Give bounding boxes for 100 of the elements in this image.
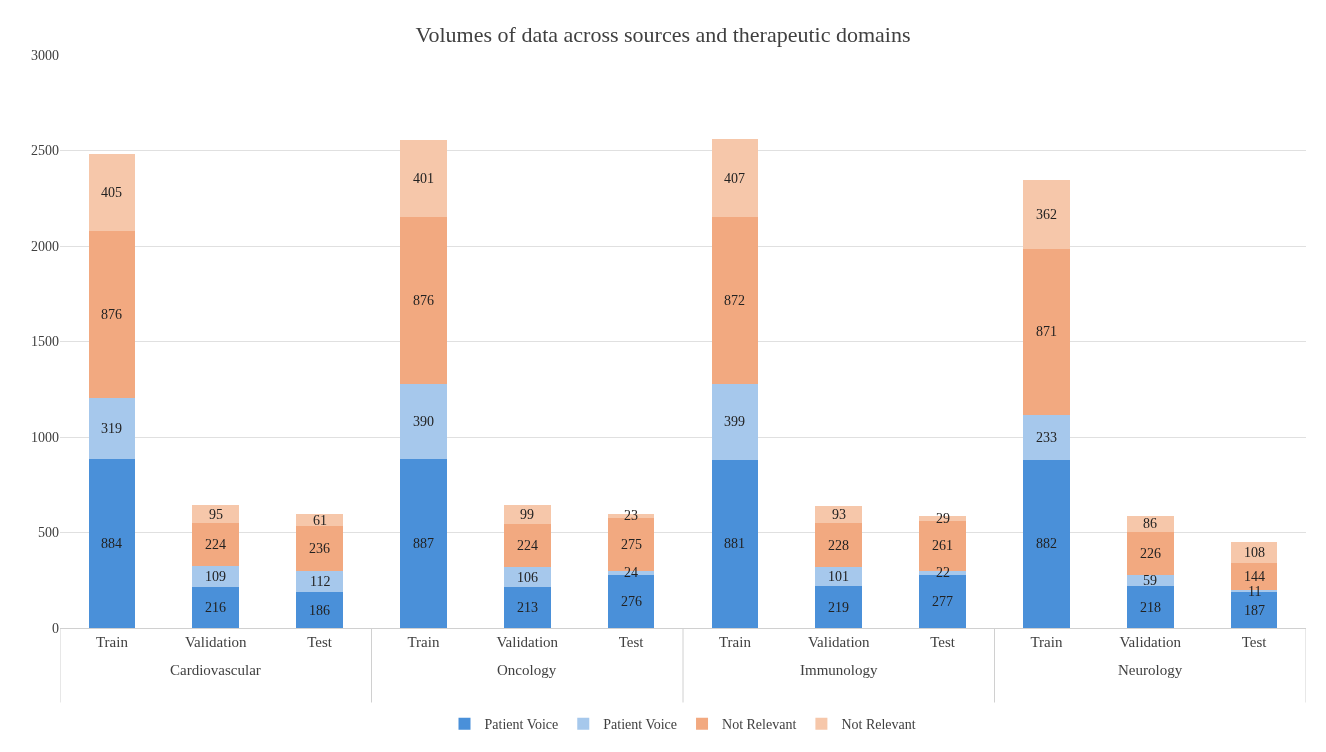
bar <box>607 575 655 628</box>
data-label: 872 <box>724 293 745 308</box>
data-label: 187 <box>1244 603 1265 618</box>
text: Oncology <box>497 662 557 678</box>
data-label: 876 <box>413 293 434 308</box>
data-label: 401 <box>413 171 434 186</box>
data-label: 61 <box>313 513 327 528</box>
data-label: 106 <box>517 570 538 585</box>
bar <box>88 153 136 231</box>
data-label: 881 <box>724 536 745 551</box>
data-label: 219 <box>828 600 849 615</box>
data-label: 216 <box>205 600 226 615</box>
bar <box>711 383 759 460</box>
bar <box>711 139 759 217</box>
data-label: 275 <box>621 537 642 552</box>
legend-label: Not Relevant <box>722 717 797 733</box>
bar <box>296 592 343 628</box>
y-tick-label: 1500 <box>31 334 59 350</box>
bar <box>88 459 136 628</box>
x-tick-label: Test <box>618 634 645 650</box>
bar <box>192 586 240 628</box>
bar <box>711 216 759 384</box>
bar <box>400 384 447 459</box>
bar <box>711 459 759 628</box>
bar <box>503 587 551 628</box>
bar <box>1023 179 1070 249</box>
legend-label: Not Relevant <box>841 717 916 733</box>
x-tick-label: Test <box>307 634 333 650</box>
bar <box>815 586 863 628</box>
data-label: 236 <box>309 541 330 556</box>
data-label: 109 <box>205 569 226 584</box>
data-label: 213 <box>517 600 538 615</box>
bar <box>296 514 343 527</box>
data-label: 224 <box>205 537 226 552</box>
data-label: 884 <box>101 536 122 551</box>
bar <box>400 216 447 385</box>
y-tick-label: 500 <box>38 525 59 541</box>
bar <box>503 505 551 525</box>
x-tick-label: Validation <box>184 634 248 650</box>
y-tick-label: 2500 <box>31 143 59 159</box>
data-label: 218 <box>1140 600 1161 615</box>
data-label: 876 <box>101 307 122 322</box>
y-tick-label: 2000 <box>31 238 59 254</box>
bar <box>296 526 343 572</box>
data-label: 59 <box>1143 573 1157 588</box>
data-label: 871 <box>1036 324 1057 339</box>
x-tick-label: Test <box>930 634 956 650</box>
data-label: 95 <box>209 507 223 522</box>
bar <box>192 505 240 524</box>
data-label: 86 <box>1143 516 1157 531</box>
data-label: 224 <box>517 538 538 553</box>
x-tick-label: Test <box>1241 634 1268 650</box>
bar <box>88 230 136 399</box>
data-label: 144 <box>1244 569 1265 584</box>
data-label: 276 <box>621 594 642 609</box>
y-tick-label: 0 <box>52 620 59 636</box>
data-label: 22 <box>936 565 950 580</box>
x-tick-label: Validation <box>807 634 871 650</box>
data-label: 233 <box>1036 430 1057 445</box>
data-label: 99 <box>520 507 534 522</box>
bar <box>192 523 240 566</box>
data-label: 390 <box>413 414 434 429</box>
data-label: 887 <box>413 536 434 551</box>
text: Cardiovascular <box>170 662 261 678</box>
data-label: 405 <box>101 185 122 200</box>
bar <box>88 398 136 460</box>
bar <box>1126 531 1174 576</box>
data-label: 362 <box>1036 207 1057 222</box>
bar <box>296 571 343 593</box>
bar <box>919 575 966 628</box>
data-label: 108 <box>1244 545 1265 560</box>
data-label: 186 <box>309 603 330 618</box>
data-label: 399 <box>724 414 745 429</box>
legend-label: Patient Voice <box>484 717 559 733</box>
y-tick-label: 3000 <box>31 47 59 63</box>
data-label: 112 <box>310 574 331 589</box>
bar <box>400 458 447 628</box>
x-tick-label: Validation <box>1119 634 1182 650</box>
data-label: 407 <box>724 171 745 186</box>
x-tick-label: Train <box>1030 634 1063 650</box>
bar <box>1023 248 1070 416</box>
bar <box>503 524 551 568</box>
data-label: 29 <box>936 511 950 526</box>
x-tick-label: Train <box>95 634 129 650</box>
bar <box>1023 459 1070 628</box>
bar <box>815 523 863 567</box>
text: Immunology <box>800 662 878 678</box>
data-label: 277 <box>932 594 953 609</box>
data-label: 228 <box>828 538 849 553</box>
bar <box>400 140 447 217</box>
data-label: 101 <box>828 569 849 584</box>
data-label: 261 <box>932 538 953 553</box>
x-tick-label: Validation <box>496 634 559 650</box>
data-label: 882 <box>1036 536 1057 551</box>
data-label: 226 <box>1140 546 1161 561</box>
data-label: 23 <box>624 508 638 523</box>
y-tick-label: 1000 <box>31 429 59 445</box>
x-tick-label: Train <box>407 634 440 650</box>
data-label: 319 <box>101 421 122 436</box>
text: Neurology <box>1118 662 1183 678</box>
